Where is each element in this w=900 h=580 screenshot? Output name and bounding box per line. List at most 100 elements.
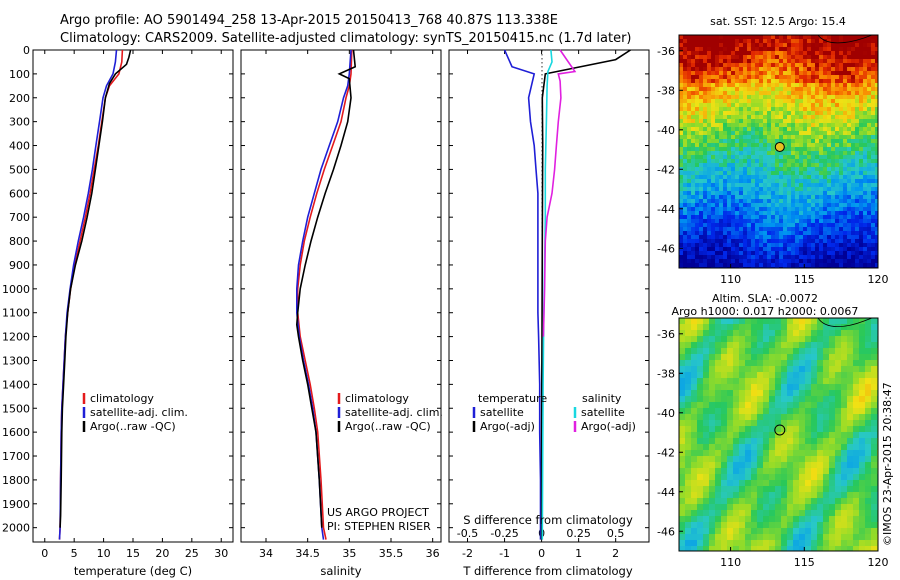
heatmap-cell [691,360,698,367]
heatmap-cell [831,135,836,140]
heatmap-cell [817,396,824,403]
heatmap-cell [859,468,866,475]
heatmap-cell [739,456,746,463]
heatmap-cell [695,147,700,152]
heatmap-cell [707,35,712,40]
heatmap-cell [679,111,684,116]
sst-map-panel: sat. SST: 12.5 Argo: 15.4 110 115 120-36-3… [657,15,888,286]
heatmap-cell [823,540,830,547]
heatmap-cell [763,43,768,48]
heatmap-cell [835,139,840,144]
heatmap-cell [721,414,728,421]
heatmap-cell [719,159,724,164]
heatmap-cell [815,263,820,268]
heatmap-cell [711,139,716,144]
heatmap-cell [739,378,746,385]
heatmap-cell [679,223,684,228]
heatmap-cell [707,203,712,208]
heatmap-cell [739,372,746,379]
heatmap-cell [695,59,700,64]
heatmap-cell [799,207,804,212]
heatmap-cell [775,131,780,136]
y-tick-label: 1200 [2,331,30,344]
heatmap-cell [827,91,832,96]
heatmap-cell [791,131,796,136]
heatmap-cell [779,111,784,116]
heatmap-cell [875,255,878,260]
heatmap-cell [709,360,716,367]
heatmap-cell [733,438,740,445]
header-line2: Climatology: CARS2009. Satellite-adjuste… [60,31,632,46]
difference-legend: temperature salinitysatelliteArgo(-adj)sa… [472,392,636,433]
heatmap-cell [751,231,756,236]
heatmap-cell [757,468,764,475]
x-tick-label: 25 [185,547,199,560]
heatmap-cell [855,259,860,264]
heatmap-cell [823,35,828,40]
heatmap-cell [791,139,796,144]
heatmap-cell [711,99,716,104]
heatmap-cell [721,456,728,463]
heatmap-cell [733,366,740,373]
heatmap-cell [699,171,704,176]
temperature-xlabel: temperature (deg C) [74,564,192,578]
heatmap-cell [679,534,686,541]
heatmap-cell [827,155,832,160]
heatmap-cell [715,348,722,355]
heatmap-cell [751,127,756,132]
heatmap-cell [807,227,812,232]
heatmap-cell [703,534,710,541]
heatmap-cell [755,35,760,40]
heatmap-cell [683,47,688,52]
heatmap-cell [843,67,848,72]
heatmap-cell [783,147,788,152]
heatmap-cell [731,183,736,188]
heatmap-cell [851,91,856,96]
heatmap-cell [871,438,878,445]
heatmap-cell [871,426,878,433]
heatmap-cell [795,239,800,244]
heatmap-cell [683,195,688,200]
heatmap-cell [843,139,848,144]
heatmap-cell [759,247,764,252]
heatmap-cell [811,390,818,397]
heatmap-cell [875,107,878,112]
heatmap-cell [697,504,704,511]
heatmap-cell [817,402,824,409]
heatmap-cell [839,127,844,132]
heatmap-cell [687,195,692,200]
heatmap-cell [841,444,848,451]
heatmap-cell [811,111,816,116]
heatmap-cell [783,179,788,184]
heatmap-cell [827,51,832,56]
heatmap-cell [875,151,878,156]
heatmap-cell [709,450,716,457]
heatmap-cell [709,546,716,551]
heatmap-cell [769,498,776,505]
heatmap-cell [871,354,878,361]
heatmap-cell [723,59,728,64]
heatmap-cell [743,239,748,244]
heatmap-cell [775,396,782,403]
heatmap-cell [811,486,818,493]
heatmap-cell [683,247,688,252]
heatmap-cell [859,99,864,104]
heatmap-cell [847,540,854,547]
heatmap-cell [799,384,806,391]
heatmap-cell [847,171,852,176]
heatmap-cell [759,219,764,224]
heatmap-cell [743,47,748,52]
heatmap-cell [745,378,752,385]
heatmap-cell [735,63,740,68]
heatmap-cell [817,516,824,523]
heatmap-cell [691,528,698,535]
heatmap-cell [829,354,836,361]
heatmap-cell [691,247,696,252]
heatmap-cell [679,486,686,493]
heatmap-cell [709,342,716,349]
heatmap-cell [831,239,836,244]
heatmap-cell [851,199,856,204]
heatmap-cell [679,83,684,88]
heatmap-cell [859,516,866,523]
heatmap-cell [703,247,708,252]
